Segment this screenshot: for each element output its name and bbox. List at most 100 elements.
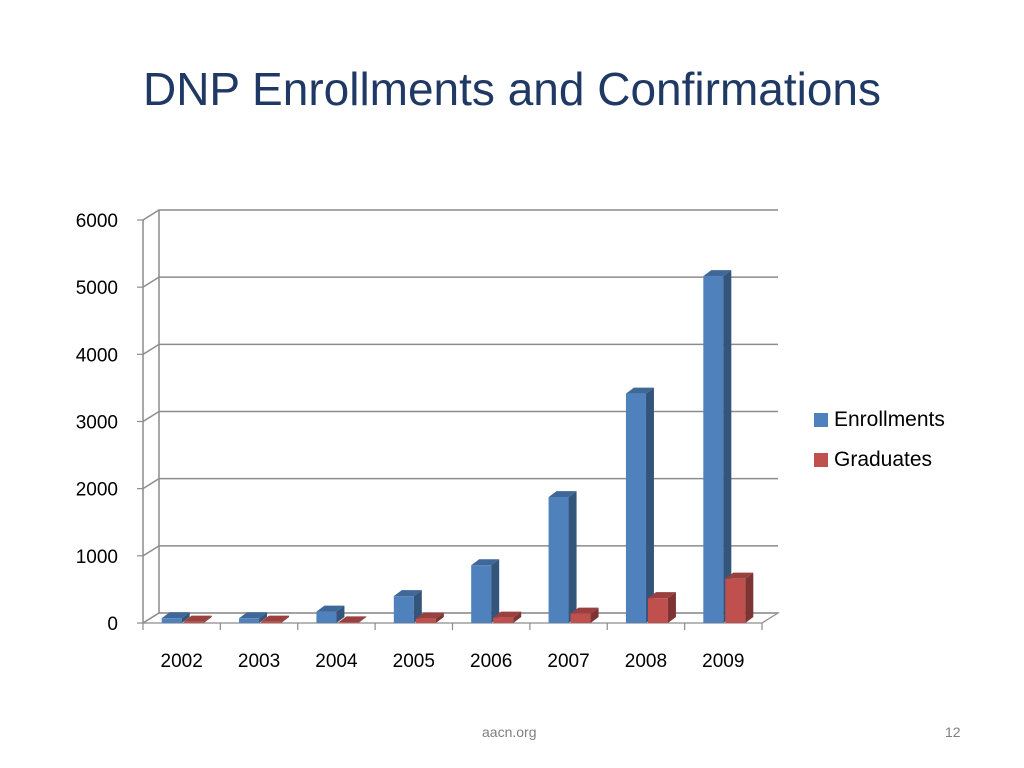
bar-side-face <box>413 590 422 623</box>
bar-top-face <box>647 592 676 599</box>
gridline <box>142 276 778 288</box>
chart-walls <box>140 210 781 624</box>
bar-top-face <box>548 491 577 498</box>
x-axis-ticks: 2002 2003 2004 2005 2006 2007 2008 2009 <box>142 623 763 672</box>
bar-enrollments-2005 <box>393 590 422 623</box>
bar-side-face <box>645 387 654 623</box>
gridline <box>142 343 778 355</box>
bar-side-face <box>590 607 599 623</box>
y-axis-ticks: 0 1000 2000 3000 4000 5000 6000 <box>76 211 143 635</box>
bar-front-face <box>183 621 204 623</box>
bar-front-face <box>161 618 182 623</box>
x-tick-label: 2007 <box>547 651 589 672</box>
x-tick-label: 2009 <box>702 651 744 672</box>
bar-top-face <box>316 605 345 612</box>
gridline <box>142 545 778 557</box>
legend-label-graduates: Graduates <box>834 448 933 471</box>
bar-side-face <box>435 612 444 623</box>
bar-graduates-2006 <box>493 611 522 623</box>
bar-top-face <box>161 612 190 619</box>
bar-top-face <box>493 611 522 618</box>
bar-side-face <box>723 270 732 623</box>
bar-front-face <box>393 596 414 623</box>
x-tick-label: 2003 <box>238 651 280 672</box>
legend-item-graduates: Graduates <box>814 440 945 480</box>
bar-front-face <box>261 621 282 623</box>
bar-side-face <box>568 491 577 623</box>
chart-floor <box>140 612 781 624</box>
page-number: 12 <box>945 724 961 740</box>
slide-title: DNP Enrollments and Confirmations <box>142 63 882 115</box>
bar-graduates-2007 <box>570 607 599 623</box>
bar-top-face <box>183 615 212 622</box>
y-tick-label: 5000 <box>76 278 118 299</box>
bar-graduates-2008 <box>647 592 676 623</box>
x-tick-label: 2002 <box>161 651 203 672</box>
chart-bars <box>161 270 754 623</box>
bar-side-face <box>667 592 676 623</box>
bar-top-face <box>625 387 654 394</box>
bar-enrollments-2006 <box>471 559 500 623</box>
bar-front-face <box>338 622 359 623</box>
bar-enrollments-2009 <box>703 270 732 623</box>
graduates-swatch <box>814 453 828 467</box>
bar-top-face <box>725 572 754 579</box>
gridline <box>142 410 778 423</box>
bar-side-face <box>259 612 268 623</box>
x-tick-label: 2005 <box>393 651 435 672</box>
bar-graduates-2005 <box>415 612 444 623</box>
bar-front-face <box>647 598 668 623</box>
bar-top-face <box>703 270 732 277</box>
bar-side-face <box>745 572 754 623</box>
bar-top-face <box>570 607 599 614</box>
bar-top-face <box>261 615 290 622</box>
bar-front-face <box>415 618 436 623</box>
bar-side-face <box>336 605 345 623</box>
bar-top-face <box>415 612 444 619</box>
bar-enrollments-2004 <box>316 605 345 623</box>
bar-front-face <box>625 393 646 623</box>
x-tick-label: 2004 <box>315 651 358 672</box>
bar-side-face <box>181 612 190 623</box>
y-tick-label: 1000 <box>76 547 118 568</box>
x-tick-label: 2008 <box>625 651 667 672</box>
bar-side-face <box>281 615 290 623</box>
y-tick-label: 3000 <box>76 413 118 434</box>
legend-item-enrollments: Enrollments <box>814 400 945 440</box>
bar-top-face <box>338 616 367 623</box>
footer-source: aacn.org <box>482 724 537 740</box>
bar-enrollments-2003 <box>239 612 268 623</box>
bar-side-face <box>358 616 367 623</box>
bar-top-face <box>471 559 500 566</box>
bar-graduates-2003 <box>261 615 290 623</box>
bar-front-face <box>471 565 492 623</box>
bar-front-face <box>570 613 591 623</box>
bar-graduates-2009 <box>725 572 754 623</box>
bar-front-face <box>548 497 569 623</box>
bar-graduates-2002 <box>183 615 212 623</box>
bar-side-face <box>203 615 212 623</box>
bar-front-face <box>316 611 337 623</box>
x-tick-label: 2006 <box>470 651 512 672</box>
bar-graduates-2004 <box>338 616 367 623</box>
y-tick-label: 0 <box>107 614 118 635</box>
bar-front-face <box>725 578 746 623</box>
y-tick-label: 6000 <box>76 211 118 232</box>
gridline <box>142 477 778 490</box>
bar-side-face <box>491 559 500 623</box>
chart-gridlines <box>142 209 778 624</box>
bar-top-face <box>239 612 268 619</box>
y-tick-label: 2000 <box>76 480 118 501</box>
bar-front-face <box>493 617 514 623</box>
bar-side-face <box>513 611 522 623</box>
bar-enrollments-2007 <box>548 491 577 623</box>
chart-legend: Enrollments Graduates <box>814 400 945 480</box>
bar-enrollments-2008 <box>625 387 654 623</box>
enrollments-swatch <box>814 413 828 427</box>
y-tick-label: 4000 <box>76 345 118 366</box>
bar-enrollments-2002 <box>161 612 190 623</box>
bar-top-face <box>393 590 422 597</box>
legend-label-enrollments: Enrollments <box>834 408 945 431</box>
gridline <box>142 209 778 221</box>
